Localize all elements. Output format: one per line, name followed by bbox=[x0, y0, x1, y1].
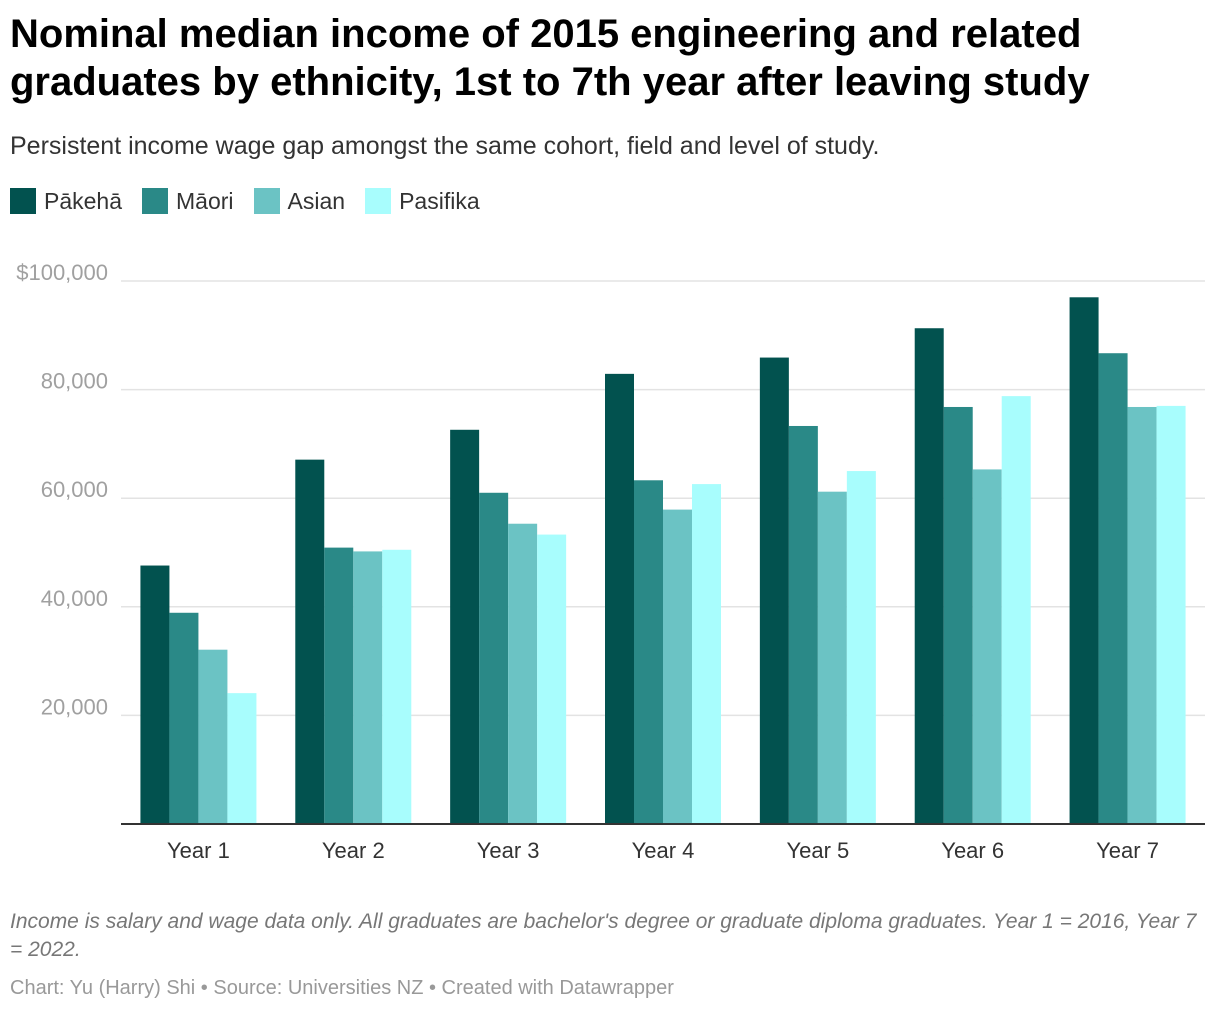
legend-item: Māori bbox=[142, 186, 234, 216]
y-tick-label: 20,000 bbox=[41, 694, 108, 719]
bar-year-4-4 bbox=[692, 484, 721, 824]
bars bbox=[140, 297, 1186, 824]
bar-year-2-1 bbox=[295, 459, 325, 824]
x-tick-label: Year 5 bbox=[786, 838, 849, 863]
x-tick-label: Year 4 bbox=[632, 838, 695, 863]
y-axis-ticks: 20,000 40,000 60,000 80,000 $100,000 bbox=[16, 260, 108, 719]
bar-year-4-1 bbox=[605, 373, 634, 824]
bar-year-4-2 bbox=[634, 480, 663, 824]
chart-notes: Income is salary and wage data only. All… bbox=[10, 910, 1197, 961]
bar-year-5-2 bbox=[788, 425, 818, 824]
chart-subtitle: Persistent income wage gap amongst the s… bbox=[10, 132, 880, 160]
bar-year-1-1 bbox=[140, 565, 170, 824]
legend: Pākehā Māori Asian Pasifika bbox=[10, 186, 480, 216]
bar-year-1-2 bbox=[169, 612, 199, 824]
legend-swatch bbox=[10, 188, 36, 214]
chart-title: Nominal median income of 2015 engineerin… bbox=[10, 12, 1090, 104]
legend-label: Pasifika bbox=[399, 188, 480, 214]
legend-swatch bbox=[365, 188, 392, 214]
legend-item: Asian bbox=[253, 186, 346, 216]
bar-year-2-2 bbox=[324, 547, 354, 824]
legend-item: Pasifika bbox=[365, 186, 480, 216]
bar-year-6-3 bbox=[972, 469, 1002, 824]
x-tick-label: Year 3 bbox=[477, 838, 540, 863]
bar-year-1-4 bbox=[227, 693, 257, 824]
x-tick-label: Year 2 bbox=[322, 838, 385, 863]
y-tick-label: 80,000 bbox=[41, 369, 108, 394]
bar-year-6-4 bbox=[1001, 396, 1031, 824]
bar-year-4-3 bbox=[663, 509, 692, 824]
bar-year-1-3 bbox=[198, 649, 228, 824]
bar-year-2-4 bbox=[382, 549, 412, 824]
legend-swatch bbox=[142, 188, 169, 214]
bar-year-7-4 bbox=[1156, 405, 1186, 824]
x-axis-labels: Year 1 Year 2 Year 3 Year 4 Year 5 Year 6 Year… bbox=[121, 823, 1205, 863]
bar-year-5-3 bbox=[817, 491, 847, 824]
bar-year-7-3 bbox=[1127, 406, 1157, 824]
y-tick-label: 40,000 bbox=[41, 586, 108, 611]
legend-label: Asian bbox=[287, 188, 346, 214]
bar-year-7-2 bbox=[1098, 353, 1128, 824]
x-tick-label: Year 1 bbox=[167, 838, 230, 863]
y-tick-label: 60,000 bbox=[41, 477, 108, 502]
x-tick-label: Year 6 bbox=[941, 838, 1004, 863]
bar-year-5-4 bbox=[846, 471, 876, 824]
legend-swatch bbox=[253, 188, 280, 214]
bar-year-7-1 bbox=[1069, 297, 1099, 824]
legend-label: Māori bbox=[176, 188, 234, 214]
y-tick-label: $100,000 bbox=[16, 260, 108, 285]
bar-year-3-4 bbox=[537, 534, 567, 824]
legend-item: Pākehā bbox=[10, 186, 122, 216]
bar-year-3-3 bbox=[508, 523, 538, 824]
bar-year-3-1 bbox=[450, 429, 480, 824]
bar-year-6-2 bbox=[943, 406, 973, 824]
bar-year-3-2 bbox=[479, 492, 509, 824]
bar-year-6-1 bbox=[914, 328, 944, 824]
legend-label: Pākehā bbox=[44, 188, 123, 214]
bar-year-2-3 bbox=[353, 551, 383, 824]
bar-year-5-1 bbox=[759, 357, 789, 824]
chart-footer: Chart: Yu (Harry) Shi • Source: Universi… bbox=[10, 977, 674, 999]
x-tick-label: Year 7 bbox=[1096, 838, 1159, 863]
